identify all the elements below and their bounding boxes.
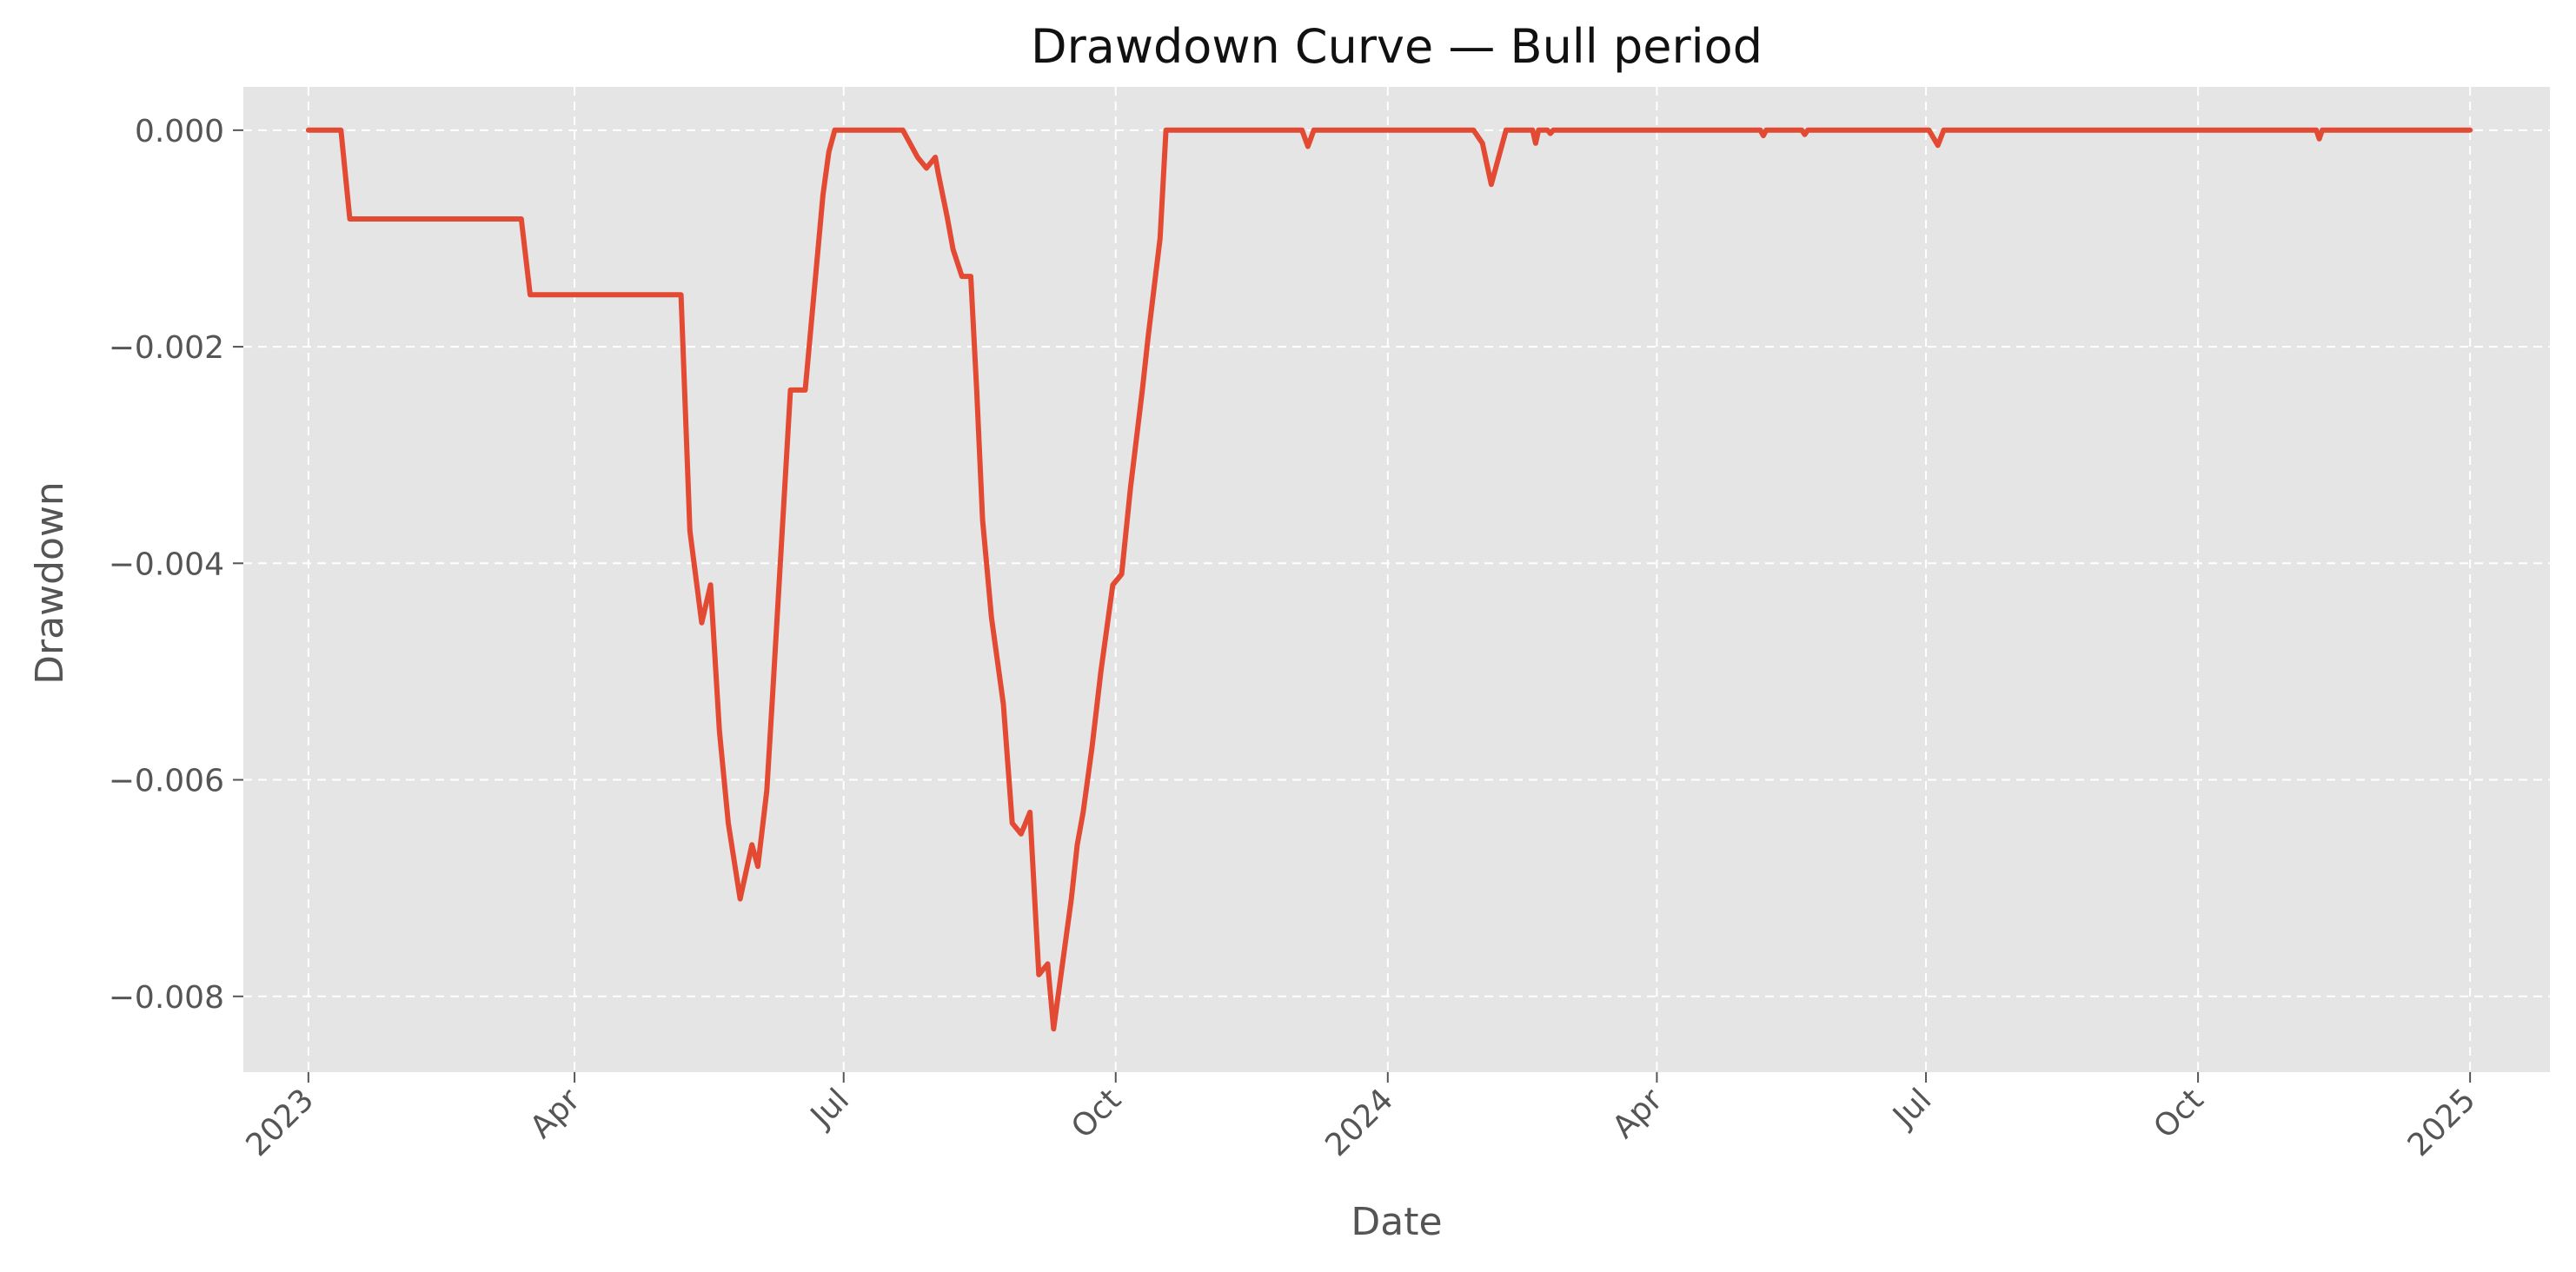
- y-axis-label: Drawdown: [28, 481, 72, 685]
- y-tick-label: −0.002: [109, 330, 224, 366]
- y-tick-label: 0.000: [135, 114, 224, 149]
- drawdown-series-line: [305, 127, 2473, 1032]
- plot-area: [243, 87, 2550, 1072]
- y-tick-label: −0.008: [109, 980, 224, 1016]
- y-tick-label: −0.006: [109, 764, 224, 799]
- y-tick-label: −0.004: [109, 547, 224, 582]
- grid-lines: [243, 87, 2550, 1072]
- chart-title: Drawdown Curve — Bull period: [1031, 19, 1763, 74]
- x-axis-label: Date: [1351, 1200, 1442, 1244]
